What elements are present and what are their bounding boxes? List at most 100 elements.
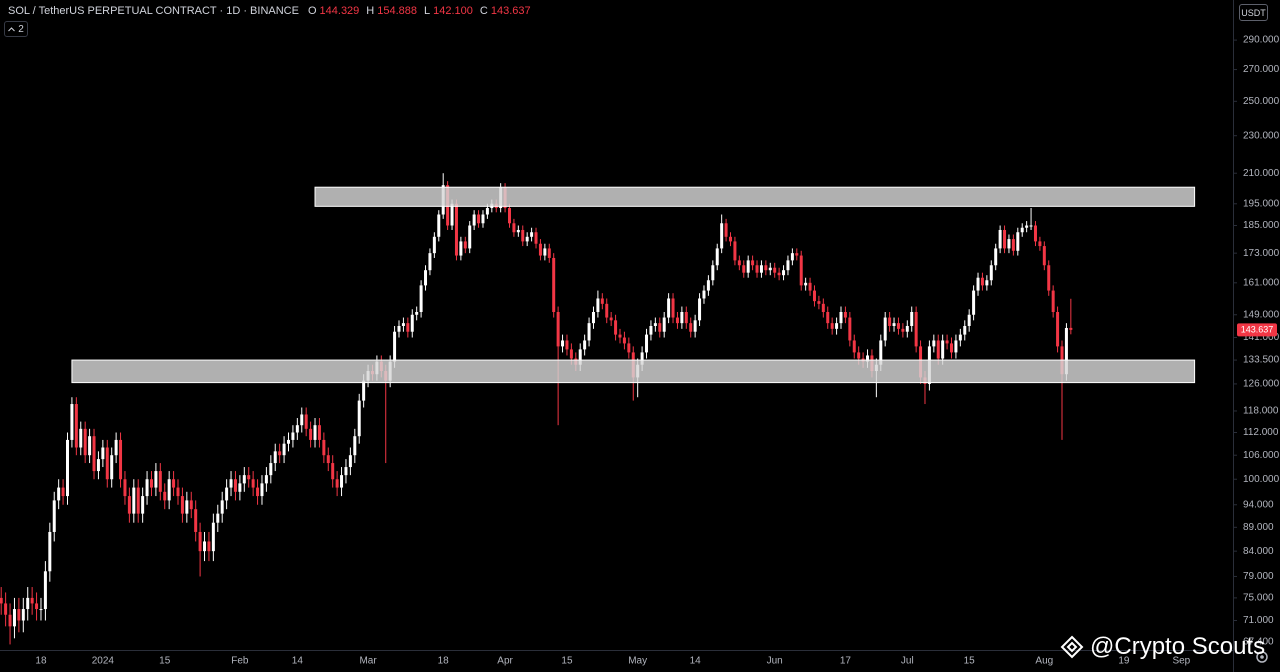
- candle-body: [211, 522, 215, 552]
- candle-body: [295, 425, 299, 433]
- candle-body: [424, 270, 428, 286]
- x-tick-label: 15: [964, 656, 976, 667]
- candle-body: [459, 241, 463, 256]
- candle-body: [569, 349, 573, 359]
- candle-body: [768, 267, 772, 271]
- candle-body: [879, 340, 883, 365]
- candle-body: [256, 487, 260, 497]
- candle-body: [693, 320, 697, 332]
- candle-body: [958, 334, 962, 341]
- x-tick-label: 19: [1118, 656, 1130, 667]
- candle-body: [561, 340, 565, 347]
- candle-body: [194, 509, 198, 532]
- indicator-toggle[interactable]: 2: [4, 21, 28, 37]
- candle-body: [335, 479, 339, 488]
- currency-button[interactable]: USDT: [1239, 4, 1268, 21]
- candle-body: [1042, 246, 1046, 266]
- x-tick-label: Mar: [359, 656, 377, 667]
- candle-body: [8, 614, 12, 627]
- y-tick-label: 195.000: [1243, 198, 1280, 209]
- y-tick-label: 75.000: [1243, 593, 1274, 604]
- candle-body: [136, 487, 140, 514]
- candle-body: [251, 479, 255, 488]
- candle-body: [326, 455, 330, 464]
- candle-body: [485, 208, 489, 215]
- y-tick-label: 270.000: [1243, 64, 1280, 75]
- candle-body: [614, 320, 618, 335]
- candle-body: [985, 280, 989, 286]
- candle-body: [587, 323, 591, 341]
- candle-body: [994, 248, 998, 266]
- settings-icon[interactable]: [1256, 651, 1268, 663]
- candle-body: [172, 479, 176, 488]
- candle-body: [848, 317, 852, 341]
- candle-body: [225, 487, 229, 501]
- candle-body: [393, 331, 397, 362]
- candle-body: [799, 255, 803, 286]
- candle-body: [684, 312, 688, 324]
- candle-body: [583, 340, 587, 350]
- candle-body: [238, 483, 242, 492]
- candle-body: [66, 439, 69, 497]
- y-tick-label: 126.000: [1243, 379, 1280, 390]
- y-tick-label: 290.000: [1243, 35, 1280, 46]
- y-tick-label: 71.000: [1243, 615, 1274, 626]
- candle-body: [1051, 290, 1055, 313]
- x-tick-label: 15: [159, 656, 171, 667]
- y-tick-label: 133.500: [1243, 355, 1280, 366]
- candle-body: [667, 298, 671, 318]
- candle-body: [941, 340, 945, 359]
- watermark-text: @Crypto Scouts: [1090, 633, 1266, 660]
- candle-body: [733, 241, 737, 261]
- candle-body: [967, 314, 971, 326]
- candle-body: [119, 439, 123, 480]
- candle-body: [857, 352, 861, 359]
- candle-body: [671, 298, 675, 318]
- candle-body: [892, 323, 896, 326]
- candle-body: [742, 265, 746, 273]
- legend-label: C: [479, 5, 488, 17]
- candle-body: [790, 253, 794, 261]
- candle-body: [512, 223, 516, 233]
- legend-value: 143.637: [490, 5, 531, 17]
- candle-body: [737, 260, 741, 266]
- candle-body: [313, 425, 317, 440]
- candle-body: [954, 340, 958, 353]
- candle-body: [932, 340, 936, 347]
- candle-body: [609, 317, 613, 321]
- candle-body: [804, 282, 808, 286]
- candle-body: [132, 487, 136, 514]
- candle-body: [428, 253, 432, 271]
- symbol-title: SOL / TetherUS PERPETUAL CONTRACT · 1D ·…: [8, 5, 299, 17]
- candle-body: [154, 471, 158, 488]
- candle-body: [70, 404, 74, 440]
- candle-body: [52, 500, 56, 532]
- candle-body: [61, 487, 65, 497]
- candle-body: [808, 282, 812, 291]
- y-tick-label: 161.000: [1243, 277, 1280, 288]
- y-tick-label: 210.000: [1243, 168, 1280, 179]
- y-tick-label: 94.000: [1243, 499, 1274, 510]
- candle-body: [552, 257, 556, 313]
- x-tick-label: Feb: [231, 656, 249, 667]
- candle-body: [751, 260, 755, 266]
- candle-body: [746, 260, 750, 273]
- candle-body: [88, 436, 92, 456]
- candle-body: [149, 479, 153, 488]
- candle-body: [901, 328, 905, 332]
- y-tick-label: 79.000: [1243, 571, 1274, 582]
- price-zone: [71, 359, 1196, 384]
- x-tick-label: Sep: [1172, 656, 1190, 667]
- candle-body: [605, 303, 609, 318]
- candle-body: [640, 352, 644, 365]
- y-tick-label: 118.000: [1243, 406, 1279, 417]
- candle-body: [1016, 232, 1020, 251]
- candle-body: [278, 451, 282, 456]
- watermark: @Crypto Scouts: [1060, 633, 1265, 661]
- candle-body: [618, 334, 622, 338]
- y-tick-label: 149.000: [1243, 309, 1280, 320]
- candle-body: [711, 265, 715, 281]
- candle-body: [167, 479, 171, 501]
- candle-body: [843, 312, 847, 318]
- candle-body: [976, 277, 980, 291]
